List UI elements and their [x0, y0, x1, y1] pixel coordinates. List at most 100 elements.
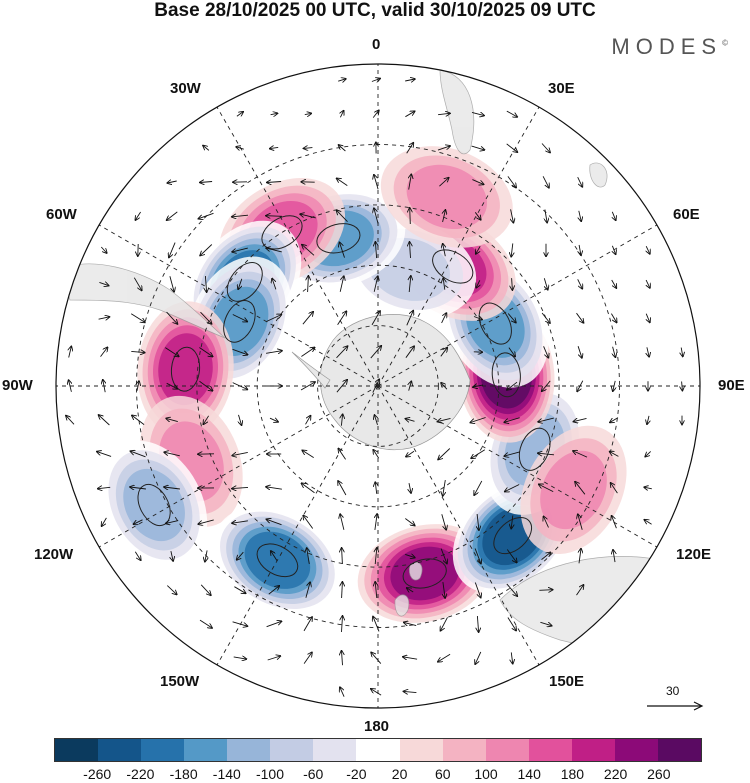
wind-vector-34	[171, 551, 173, 561]
map-title: Base 28/10/2025 00 UTC, valid 30/10/2025…	[154, 0, 596, 21]
wind-vector-29	[166, 382, 178, 388]
wind-vector-231	[577, 380, 584, 392]
lon-label-60e: 60E	[673, 206, 700, 223]
wind-vector-173	[443, 582, 445, 598]
wind-vector-257	[644, 520, 652, 525]
wind-vector-30	[166, 418, 178, 421]
colorbar-tick-7: 20	[391, 766, 408, 782]
wind-vector-250	[646, 279, 650, 288]
wind-vector-121	[371, 79, 380, 82]
wind-vector-140	[405, 79, 415, 81]
wind-vector-27	[166, 311, 178, 324]
wind-vector-63	[232, 521, 248, 523]
wind-vector-12	[135, 211, 141, 220]
wind-vector-181	[476, 280, 480, 287]
wind-vector-203	[504, 451, 520, 456]
new-zealand-south-island	[408, 561, 423, 581]
wind-vector-236	[579, 549, 581, 564]
colorbar-swatch-2	[141, 739, 185, 761]
wind-vector-158	[404, 691, 417, 692]
colorbar-tick-4: -100	[255, 766, 285, 782]
wind-vector-162	[443, 210, 446, 223]
wind-vector-255	[645, 451, 652, 456]
wind-vector-108	[339, 276, 344, 292]
wind-vector-149	[409, 381, 412, 391]
wind-vector-251	[646, 313, 650, 323]
anomaly-contour-8	[261, 215, 303, 250]
wind-vector-206	[506, 549, 516, 563]
wind-vector-38	[199, 212, 214, 218]
wind-vector-132	[373, 450, 380, 459]
wind-vector-80	[267, 519, 282, 526]
new-zealand-landmass	[394, 594, 410, 617]
wind-vector-119	[342, 651, 343, 666]
wind-vector-150	[406, 419, 415, 422]
wind-vector-137	[373, 617, 380, 632]
wind-vector-133	[375, 482, 376, 494]
colorbar-swatch-5	[270, 739, 314, 761]
wind-vector-215	[541, 312, 550, 323]
wind-vector-75	[266, 351, 282, 354]
colorbar-tick-3: -140	[212, 766, 241, 782]
wind-vector-212	[545, 209, 547, 223]
wind-vector-188	[477, 513, 479, 530]
colorbar-swatch-0	[55, 739, 99, 761]
colorbar-tick-5: -60	[303, 766, 324, 782]
colorbar-tick-2: -180	[169, 766, 198, 782]
colorbar-tick-13: 260	[647, 766, 671, 782]
wind-vector-117	[342, 582, 343, 599]
brand-mark: ©	[722, 38, 728, 48]
anomaly-center-16	[380, 146, 513, 248]
wind-vector-49	[200, 584, 211, 595]
wind-vector-245	[610, 452, 619, 457]
wind-vector-2	[66, 416, 75, 425]
wind-vector-258	[681, 347, 683, 357]
wind-vector-204	[505, 484, 520, 492]
wind-vector-64	[237, 551, 244, 560]
wind-vector-54	[232, 215, 249, 217]
wind-vector-142	[406, 143, 414, 154]
wind-vector-84	[267, 656, 281, 661]
wind-vector-44	[203, 415, 209, 424]
wind-vector-17	[137, 381, 139, 391]
wind-vector-167	[441, 383, 448, 390]
wind-vector-120	[340, 687, 345, 697]
wind-vector-235	[578, 514, 583, 530]
contour-layer	[137, 215, 551, 589]
wind-vector-100	[303, 617, 312, 632]
wind-vector-14	[133, 277, 141, 291]
lon-label-150w: 150W	[160, 673, 200, 690]
wind-vector-217	[542, 380, 551, 391]
wind-vector-99	[305, 582, 310, 598]
wind-vector-24	[167, 211, 178, 220]
wind-vector-211	[542, 176, 549, 187]
wind-vector-72	[266, 248, 282, 253]
wind-vector-77	[269, 418, 278, 422]
wind-vector-176	[471, 112, 484, 115]
wind-vector-218	[538, 417, 554, 422]
wind-vector-146	[409, 276, 411, 293]
wind-vector-65	[234, 586, 245, 594]
lon-label-180: 180	[364, 718, 390, 735]
brand-name: MODES	[611, 34, 723, 59]
madagascar-landmass	[589, 162, 608, 188]
wind-vector-107	[340, 242, 345, 258]
wind-vector-125	[374, 208, 379, 224]
reference-vector-label: 30	[666, 684, 680, 698]
wind-vector-198	[512, 278, 513, 290]
wind-vector-254	[647, 415, 649, 424]
wind-vector-209	[511, 652, 512, 663]
wind-vector-222	[541, 552, 551, 560]
wind-vector-42	[199, 347, 212, 357]
wind-vector-66	[232, 621, 248, 626]
wind-vector-185	[470, 417, 486, 423]
lon-label-90w: 90W	[2, 377, 33, 394]
wind-vector-154	[405, 554, 415, 557]
wind-vector-28	[165, 347, 178, 357]
wind-vector-92	[301, 348, 314, 357]
wind-vector-89	[302, 245, 315, 256]
wind-vector-184	[473, 385, 484, 387]
wind-vector-225	[577, 177, 583, 187]
wind-vector-115	[340, 514, 345, 530]
wind-vector-152	[409, 483, 411, 493]
